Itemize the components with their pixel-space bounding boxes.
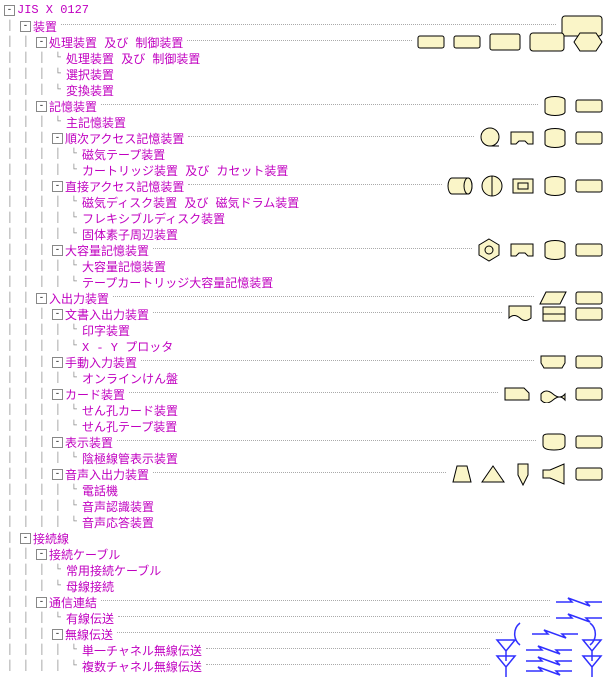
node-label: 単一チャネル無線伝送 bbox=[82, 642, 202, 659]
tree-node[interactable]: ││-記憶装置 bbox=[2, 98, 606, 114]
tree-node[interactable]: │-接続線 bbox=[2, 530, 606, 546]
node-label: 大容量記憶装置 bbox=[65, 242, 149, 259]
tree-node[interactable]: │││-順次アクセス記憶装置 bbox=[2, 130, 606, 146]
collapse-icon[interactable]: - bbox=[36, 549, 47, 560]
node-label: 入出力装置 bbox=[49, 290, 109, 307]
tree-node[interactable]: ││││└フレキシブルディスク装置 bbox=[2, 210, 606, 226]
node-label: オンラインけん盤 bbox=[82, 370, 178, 387]
collapse-icon[interactable]: - bbox=[52, 437, 63, 448]
node-label: 主記憶装置 bbox=[66, 114, 126, 131]
symbol-icons bbox=[506, 303, 606, 325]
node-label: カード装置 bbox=[65, 386, 125, 403]
collapse-icon[interactable]: - bbox=[52, 181, 63, 192]
node-label: 電話機 bbox=[82, 482, 118, 499]
tree-node[interactable]: ││││└音声応答装置 bbox=[2, 514, 606, 530]
symbol-icons bbox=[450, 461, 606, 487]
symbol-icons bbox=[540, 431, 606, 453]
symbol-icons bbox=[416, 30, 606, 54]
collapse-icon[interactable]: - bbox=[52, 357, 63, 368]
node-label: 変換装置 bbox=[66, 82, 114, 99]
symbol-icons bbox=[538, 352, 606, 372]
node-label: 陰極線管表示装置 bbox=[82, 450, 178, 467]
node-label: 処理装置 及び 制御装置 bbox=[49, 34, 183, 51]
node-label: 有線伝送 bbox=[66, 610, 114, 627]
node-label: 手動入力装置 bbox=[65, 354, 137, 371]
tree-node[interactable]: -JIS X 0127 bbox=[2, 2, 606, 18]
node-label: カートリッジ装置 及び カセット装置 bbox=[82, 162, 288, 179]
tree-node[interactable]: │││└変換装置 bbox=[2, 82, 606, 98]
node-label: テープカートリッジ大容量記憶装置 bbox=[82, 274, 273, 291]
tree-node[interactable]: ││││└せん孔カード装置 bbox=[2, 402, 606, 418]
node-label: 通信連結 bbox=[49, 594, 97, 611]
symbol-icons bbox=[502, 384, 606, 404]
node-label: 音声応答装置 bbox=[82, 514, 154, 531]
node-label: 音声入出力装置 bbox=[65, 466, 149, 483]
tree-node[interactable]: │││-カード装置 bbox=[2, 386, 606, 402]
tree-node[interactable]: │││└選択装置 bbox=[2, 66, 606, 82]
collapse-icon[interactable]: - bbox=[20, 533, 31, 544]
node-label: 無線伝送 bbox=[65, 626, 113, 643]
tree-node[interactable]: ││-接続ケーブル bbox=[2, 546, 606, 562]
node-label: 装置 bbox=[33, 18, 57, 35]
node-label: 大容量記憶装置 bbox=[82, 258, 166, 275]
tree-node[interactable]: ││-通信連結 bbox=[2, 594, 606, 610]
node-label: JIS X 0127 bbox=[17, 3, 89, 17]
node-label: 印字装置 bbox=[82, 322, 130, 339]
collapse-icon[interactable]: - bbox=[36, 597, 47, 608]
tree-node[interactable]: ││││└複数チャネル無線伝送 bbox=[2, 658, 606, 674]
node-label: 選択装置 bbox=[66, 66, 114, 83]
tree-node[interactable]: ││││└テープカートリッジ大容量記憶装置 bbox=[2, 274, 606, 290]
tree-node[interactable]: ││-処理装置 及び 制御装置 bbox=[2, 34, 606, 50]
collapse-icon[interactable]: - bbox=[52, 629, 63, 640]
node-label: 処理装置 及び 制御装置 bbox=[66, 50, 200, 67]
node-label: 複数チャネル無線伝送 bbox=[82, 658, 202, 675]
collapse-icon[interactable]: - bbox=[52, 389, 63, 400]
tree-node[interactable]: │││└常用接続ケーブル bbox=[2, 562, 606, 578]
node-label: 母線接続 bbox=[66, 578, 114, 595]
collapse-icon[interactable]: - bbox=[52, 469, 63, 480]
symbol-icons bbox=[542, 94, 606, 118]
symbol-icons bbox=[446, 174, 606, 198]
tree-node[interactable]: ││││└せん孔テープ装置 bbox=[2, 418, 606, 434]
node-label: 記憶装置 bbox=[49, 98, 97, 115]
tree-node[interactable]: │││-音声入出力装置 bbox=[2, 466, 606, 482]
node-label: 常用接続ケーブル bbox=[66, 562, 161, 579]
tree-node[interactable]: │││-手動入力装置 bbox=[2, 354, 606, 370]
collapse-icon[interactable]: - bbox=[36, 37, 47, 48]
node-label: 直接アクセス記憶装置 bbox=[65, 178, 184, 195]
tree-node[interactable]: ││││└X - Y プロッタ bbox=[2, 338, 606, 354]
tree-node[interactable]: │││└母線接続 bbox=[2, 578, 606, 594]
node-label: 順次アクセス記憶装置 bbox=[65, 130, 184, 147]
node-label: 磁気ディスク装置 及び 磁気ドラム装置 bbox=[82, 194, 299, 211]
node-label: せん孔テープ装置 bbox=[82, 418, 177, 435]
node-label: 音声認識装置 bbox=[82, 498, 154, 515]
node-label: 文書入出力装置 bbox=[65, 306, 149, 323]
collapse-icon[interactable]: - bbox=[36, 293, 47, 304]
symbol-icons bbox=[494, 653, 606, 679]
collapse-icon[interactable]: - bbox=[52, 133, 63, 144]
tree-node[interactable]: │││-表示装置 bbox=[2, 434, 606, 450]
node-label: 接続線 bbox=[33, 530, 69, 547]
node-label: 接続ケーブル bbox=[49, 546, 120, 563]
symbol-icons bbox=[476, 237, 606, 263]
symbol-icons bbox=[478, 126, 606, 150]
node-label: 磁気テープ装置 bbox=[82, 146, 165, 163]
node-label: X - Y プロッタ bbox=[82, 338, 173, 355]
node-label: フレキシブルディスク装置 bbox=[82, 210, 225, 227]
collapse-icon[interactable]: - bbox=[52, 245, 63, 256]
tree-node[interactable]: │││-大容量記憶装置 bbox=[2, 242, 606, 258]
collapse-icon[interactable]: - bbox=[20, 21, 31, 32]
collapse-icon[interactable]: - bbox=[36, 101, 47, 112]
collapse-icon[interactable]: - bbox=[52, 309, 63, 320]
tree-node[interactable]: │││-直接アクセス記憶装置 bbox=[2, 178, 606, 194]
node-label: 固体素子周辺装置 bbox=[82, 226, 178, 243]
tree-node[interactable]: │││-文書入出力装置 bbox=[2, 306, 606, 322]
tree-node[interactable]: ││││└音声認識装置 bbox=[2, 498, 606, 514]
node-label: せん孔カード装置 bbox=[82, 402, 178, 419]
collapse-icon[interactable]: - bbox=[4, 5, 15, 16]
node-label: 表示装置 bbox=[65, 434, 113, 451]
symbol-icons bbox=[554, 595, 606, 609]
